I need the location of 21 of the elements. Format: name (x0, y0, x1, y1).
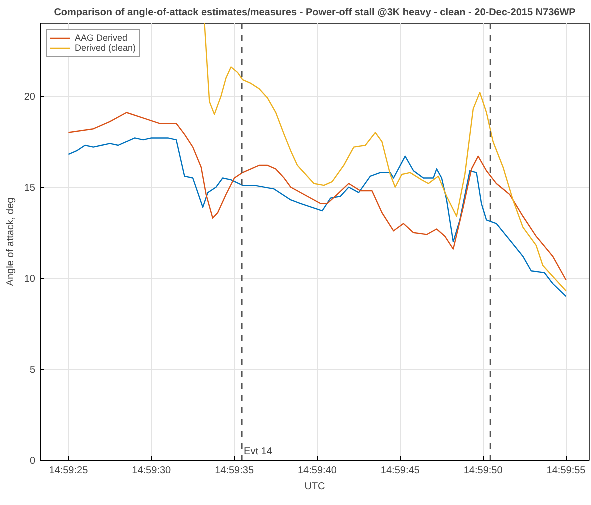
y-tick-label: 20 (24, 92, 36, 103)
x-tick-label: 14:59:45 (380, 466, 420, 476)
x-tick-label: 14:59:25 (49, 466, 89, 476)
y-tick-label: 10 (24, 274, 36, 285)
x-axis-title: UTC (304, 482, 326, 492)
ref-line-label: Evt 14 (244, 446, 273, 458)
x-tick-label: 14:59:35 (215, 466, 254, 476)
x-tick-label: 14:59:55 (546, 466, 586, 476)
line-series (68, 112, 567, 281)
line-series (68, 138, 567, 298)
y-axis-title: Angle of attack, deg (5, 198, 16, 286)
x-tick-label: 14:59:30 (132, 466, 172, 476)
y-tick-label: 0 (30, 456, 36, 467)
legend-label: AAG Derived (75, 33, 128, 43)
x-tick-label: 14:59:50 (464, 466, 504, 476)
legend-label: Derived (clean) (75, 43, 136, 53)
line-series (204, 24, 567, 292)
y-tick-label: 5 (30, 364, 36, 376)
chart-title: Comparison of angle-of-attack estimates/measures - Power-off stall @3K heavy - clean - 20-Dec-2015 N736WP (54, 8, 576, 18)
y-tick-label: 15 (24, 182, 36, 194)
x-tick-label: 14:59:40 (298, 466, 338, 476)
